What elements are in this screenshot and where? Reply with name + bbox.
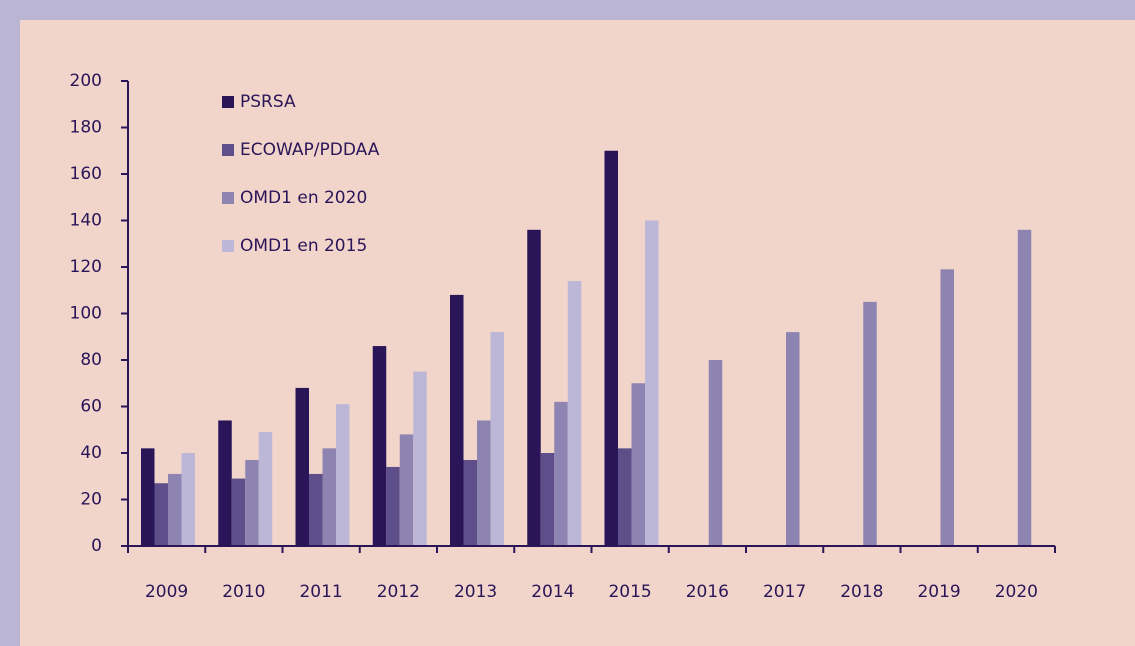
y-tick-label: 100 [70, 304, 102, 324]
bar [618, 448, 632, 546]
bar [295, 387, 309, 546]
y-tick-label: 80 [80, 350, 102, 370]
bar [258, 432, 273, 546]
y-tick-label: 140 [70, 211, 102, 231]
bar [786, 332, 800, 546]
y-tick-label: 20 [80, 490, 102, 510]
bar [372, 346, 387, 546]
bar [554, 401, 568, 546]
x-tick-label: 2010 [222, 582, 265, 602]
y-tick-label: 200 [70, 71, 102, 91]
x-tick-label: 2012 [377, 582, 420, 602]
legend-label: OMD1 en 2015 [240, 236, 367, 256]
bar [631, 383, 645, 546]
legend-label: ECOWAP/PDDAA [240, 140, 380, 160]
x-tick-label: 2017 [763, 582, 806, 602]
y-tick-label: 180 [70, 118, 102, 138]
bar [940, 269, 954, 546]
bar [154, 483, 168, 546]
bar [245, 459, 259, 546]
bar [322, 448, 336, 546]
bar [863, 301, 877, 546]
bar [168, 473, 182, 546]
x-tick-label: 2015 [608, 582, 651, 602]
x-tick-label: 2013 [454, 582, 497, 602]
bar [141, 448, 155, 546]
x-tick-label: 2014 [531, 582, 574, 602]
legend-swatch [222, 96, 234, 108]
bar [540, 453, 555, 546]
bar [604, 150, 618, 546]
bar [218, 420, 232, 546]
legend-swatch [222, 240, 234, 252]
x-tick-label: 2011 [299, 582, 342, 602]
bar [708, 360, 723, 546]
bar [399, 434, 414, 546]
y-tick-label: 0 [91, 536, 102, 556]
y-tick-label: 120 [70, 257, 102, 277]
bar [450, 294, 464, 546]
legend-label: OMD1 en 2020 [240, 188, 367, 208]
bar [567, 280, 582, 546]
legend-swatch [222, 144, 234, 156]
legend-label: PSRSA [240, 92, 296, 112]
bar [386, 466, 400, 546]
bar [477, 420, 491, 546]
bar [527, 229, 541, 547]
x-tick-label: 2018 [840, 582, 883, 602]
bar [413, 371, 427, 546]
x-tick-label: 2009 [145, 582, 188, 602]
y-tick-label: 40 [80, 443, 102, 463]
bar [490, 332, 504, 546]
bar [463, 459, 477, 546]
y-tick-label: 60 [80, 397, 102, 417]
legend-swatch [222, 192, 234, 204]
bar [645, 220, 659, 546]
bar [181, 453, 195, 546]
bar [309, 473, 323, 546]
x-tick-label: 2016 [686, 582, 729, 602]
bar [336, 404, 350, 546]
bar [231, 478, 246, 546]
x-tick-label: 2020 [995, 582, 1038, 602]
bar [1017, 229, 1032, 547]
y-tick-label: 160 [70, 164, 102, 184]
x-tick-label: 2019 [917, 582, 960, 602]
